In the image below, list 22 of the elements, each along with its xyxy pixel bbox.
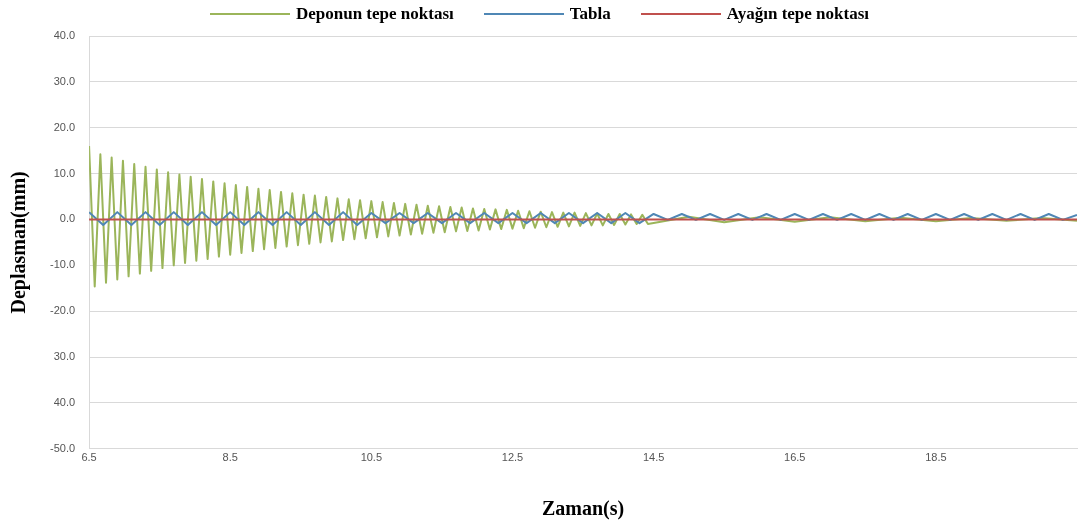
y-tick-label: -50.0 [49,441,76,454]
y-tick-label: -20.0 [49,304,76,317]
y-tick-label: -10.0 [49,258,76,271]
y-tick-label: 40.0 [53,29,76,42]
x-tick-label: 10.5 [360,451,383,464]
legend-label: Tabla [569,4,611,24]
y-tick-label: 40.0 [53,395,76,408]
y-axis-title: Deplasman(mm) [7,171,31,314]
legend-label: Ayağın tepe noktası [726,4,870,24]
y-tick-label: 30.0 [53,350,76,363]
y-tick-label: 10.0 [53,166,76,179]
y-tick-label: 0.0 [59,212,76,225]
x-tick-label: 14.5 [642,451,665,464]
y-tick-label: 20.0 [53,120,76,133]
x-tick-label: 18.5 [925,451,947,464]
x-tick-label: 16.5 [784,451,806,464]
x-tick-label: 8.5 [222,451,238,464]
x-tick-label: 6.5 [81,451,97,464]
y-tick-label: 30.0 [53,74,76,87]
legend-label: Deponun tepe noktası [295,4,454,24]
x-axis-title: Zaman(s) [541,497,625,521]
x-tick-label: 12.5 [501,451,524,464]
